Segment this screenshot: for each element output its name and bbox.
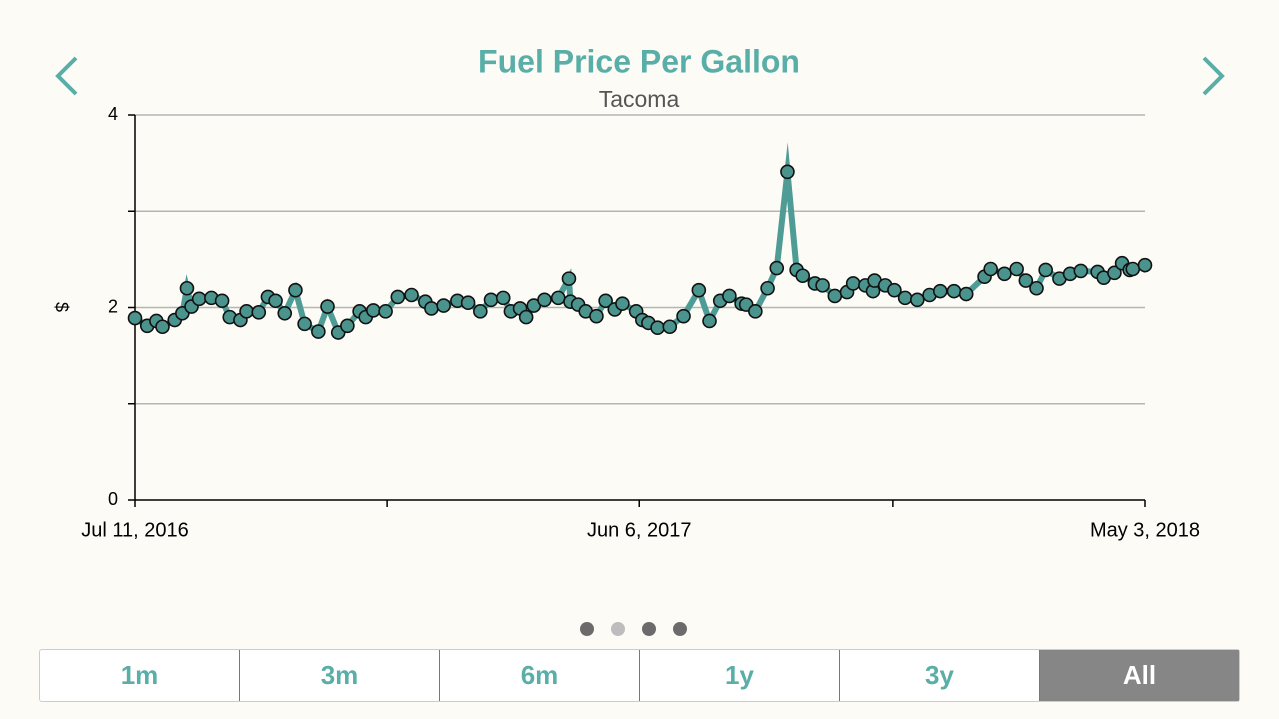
chart-title: Fuel Price Per Gallon bbox=[478, 43, 800, 79]
price-point bbox=[320, 299, 335, 314]
price-point bbox=[473, 304, 488, 319]
price-point bbox=[795, 268, 811, 284]
price-point bbox=[1038, 262, 1053, 278]
price-point bbox=[946, 283, 962, 299]
chart-subtitle: Tacoma bbox=[599, 86, 680, 112]
price-point bbox=[1125, 261, 1141, 277]
page-dot[interactable] bbox=[580, 622, 594, 636]
price-point bbox=[897, 290, 913, 306]
price-point bbox=[191, 291, 207, 307]
price-point bbox=[268, 293, 283, 309]
price-point bbox=[650, 320, 665, 336]
x-tick-label: Jun 6, 2017 bbox=[587, 519, 692, 541]
y-axis-label: $ bbox=[51, 302, 71, 312]
price-point bbox=[676, 308, 691, 324]
price-point bbox=[1018, 273, 1034, 288]
range-button[interactable]: All bbox=[1039, 650, 1239, 701]
price-point bbox=[1029, 280, 1044, 296]
price-point bbox=[288, 282, 303, 298]
price-point bbox=[997, 266, 1012, 282]
price-point bbox=[155, 319, 170, 335]
price-point bbox=[340, 318, 355, 334]
price-point bbox=[760, 280, 775, 296]
x-tick-label: Jul 11, 2016 bbox=[81, 519, 189, 541]
page-indicator bbox=[580, 622, 687, 636]
price-point bbox=[550, 290, 566, 306]
next-arrow[interactable] bbox=[1192, 50, 1232, 100]
price-point bbox=[815, 278, 830, 293]
chart: Fuel Price Per Gallon Tacoma $ 0 2 4 Jul 11… bbox=[51, 43, 1200, 541]
y-tick-label: 4 bbox=[108, 104, 118, 124]
price-point bbox=[366, 303, 381, 318]
range-button[interactable]: 6m bbox=[439, 650, 639, 701]
price-point bbox=[598, 293, 613, 309]
price-point bbox=[932, 283, 948, 299]
price-point bbox=[518, 309, 534, 325]
price-point bbox=[1009, 261, 1024, 277]
price-point bbox=[561, 271, 577, 286]
price-point bbox=[297, 316, 312, 332]
previous-arrow[interactable] bbox=[48, 50, 88, 100]
price-point bbox=[1137, 257, 1153, 273]
price-point bbox=[1107, 265, 1122, 281]
price-point bbox=[615, 296, 630, 311]
price-point bbox=[404, 287, 419, 303]
range-button[interactable]: 1y bbox=[639, 650, 839, 701]
price-point bbox=[214, 293, 230, 309]
page-dot[interactable] bbox=[611, 622, 625, 636]
price-point bbox=[983, 261, 998, 277]
price-point bbox=[780, 164, 795, 180]
price-point bbox=[1073, 263, 1089, 279]
price-point bbox=[958, 286, 974, 302]
page-dot[interactable] bbox=[673, 622, 687, 636]
y-tick-label: 0 bbox=[108, 489, 118, 509]
price-point bbox=[378, 304, 393, 319]
price-point bbox=[127, 310, 143, 326]
y-tick-label: 2 bbox=[108, 296, 118, 316]
price-point bbox=[589, 308, 604, 324]
price-point bbox=[390, 289, 406, 305]
price-point bbox=[239, 304, 254, 319]
price-point bbox=[691, 282, 707, 298]
range-button[interactable]: 3y bbox=[839, 650, 1039, 701]
page-dot[interactable] bbox=[642, 622, 656, 636]
price-point bbox=[827, 288, 843, 304]
price-point bbox=[722, 288, 737, 304]
range-button[interactable]: 3m bbox=[239, 650, 439, 701]
price-point bbox=[311, 324, 326, 339]
price-point bbox=[436, 298, 451, 313]
price-point bbox=[910, 292, 925, 308]
price-point bbox=[662, 319, 678, 335]
price-point bbox=[769, 260, 785, 276]
x-tick-label: May 3, 2018 bbox=[1090, 519, 1200, 541]
price-point bbox=[277, 305, 293, 321]
price-point bbox=[483, 292, 499, 308]
price-point bbox=[845, 276, 861, 291]
price-point bbox=[424, 301, 439, 316]
range-button[interactable]: 1m bbox=[120, 660, 159, 690]
price-point bbox=[748, 304, 763, 319]
price-point bbox=[495, 290, 511, 306]
price-point bbox=[251, 305, 267, 320]
price-point bbox=[179, 280, 195, 296]
price-point bbox=[460, 295, 476, 310]
range-selector: 1m 3m 6m 1y 3y All bbox=[39, 649, 1240, 702]
price-point bbox=[887, 282, 902, 298]
price-point bbox=[702, 313, 717, 329]
price-point bbox=[537, 292, 552, 308]
